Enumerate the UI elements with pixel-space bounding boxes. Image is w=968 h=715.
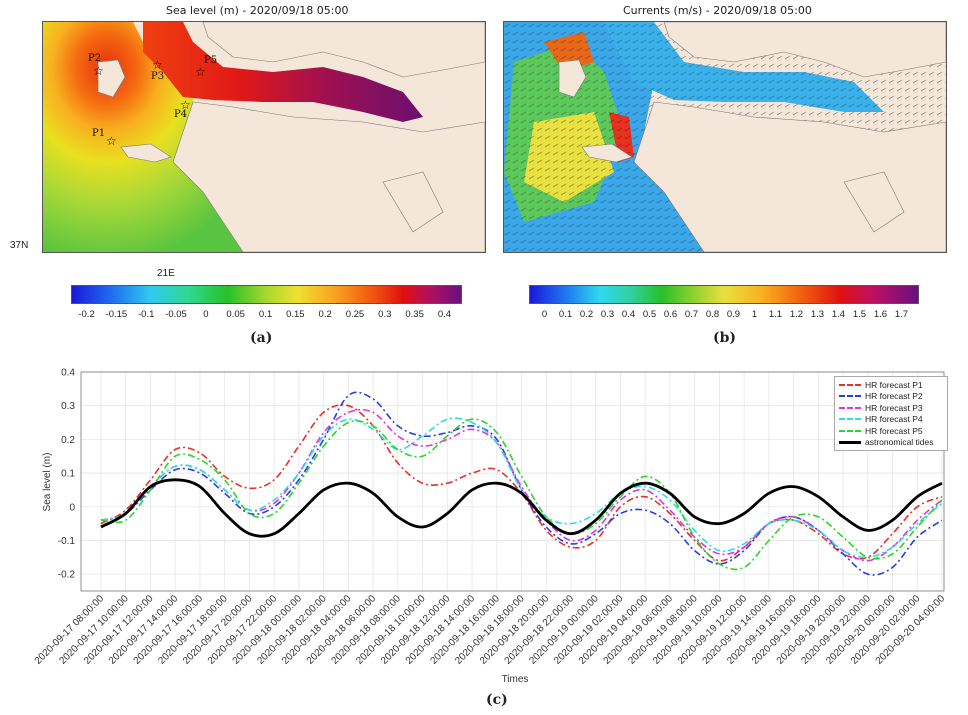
sea-level-colorbar-tick: -0.2	[78, 309, 95, 320]
svg-text:☆: ☆	[180, 98, 191, 112]
y-tick-label: 0.2	[61, 435, 75, 446]
series-lines	[100, 391, 943, 576]
currents-colorbar-tick: 0.7	[684, 309, 699, 320]
legend-label: HR forecast P5	[865, 425, 923, 436]
currents-colorbar-tick: 0.4	[621, 309, 636, 320]
y-tick-label: 0.4	[61, 368, 75, 379]
sea-level-colorbar-tick: 0.3	[378, 309, 392, 320]
legend-label: astronomical tides	[865, 437, 934, 448]
legend-entry: astronomical tides	[839, 437, 943, 449]
y-tick-label: 0.3	[61, 401, 75, 412]
currents-colorbar-tick: 1.5	[852, 309, 867, 320]
sea-level-map: P2 ☆ P3 ☆ P5 ☆ P4 ☆ P1 ☆	[42, 21, 486, 253]
legend-entry: HR forecast P2	[839, 391, 943, 403]
station-p4: P4 ☆	[174, 98, 191, 120]
legend-entry: HR forecast P3	[839, 402, 943, 414]
panel-c-label: (c)	[486, 692, 508, 708]
y-axis-label: Sea level (m)	[42, 453, 53, 512]
sea-level-colorbar-tick: 0.35	[405, 309, 424, 320]
y-tick-label: -0.2	[58, 570, 76, 581]
panel-a-label: (a)	[250, 330, 273, 346]
panel-a-title: Sea level (m) - 2020/09/18 05:00	[166, 4, 349, 17]
legend-swatch	[839, 383, 861, 386]
sea-level-colorbar-tick: 0.25	[345, 309, 365, 320]
y-tick-labels: 0.4 0.3 0.2 0.1 0 -0.1 -0.2	[58, 368, 76, 581]
svg-text:P5: P5	[204, 55, 217, 66]
lat-label-37n: 37N	[10, 240, 29, 251]
currents-colorbar-tick: 1.4	[831, 309, 846, 320]
series-line-astronomical-tides	[100, 478, 943, 538]
sea-level-colorbar	[71, 285, 462, 304]
station-p2: P2 ☆	[88, 53, 104, 78]
legend-label: HR forecast P4	[865, 414, 923, 425]
svg-text:P2: P2	[88, 53, 101, 64]
chart-legend: HR forecast P1 HR forecast P2 HR forecast …	[834, 376, 948, 451]
sea-level-colorbar-tick: 0.1	[258, 309, 273, 320]
legend-label: HR forecast P3	[865, 402, 923, 413]
svg-text:☆: ☆	[195, 65, 206, 79]
series-line-hr-forecast-p5	[100, 418, 943, 571]
sea-level-colorbar-tick: 0	[203, 309, 209, 320]
sea-level-colorbar-tick: 0.05	[226, 309, 245, 320]
sea-level-colorbar-tick: -0.15	[105, 309, 128, 320]
currents-colorbar	[529, 285, 919, 304]
legend-entry: HR forecast P1	[839, 379, 943, 391]
currents-colorbar-tick: 0.2	[579, 309, 594, 320]
station-p5: P5 ☆	[195, 55, 217, 79]
lon-label-21e: 21E	[157, 268, 175, 279]
currents-colorbar-tick: 1.3	[810, 309, 825, 320]
sea-level-colorbar-tick: -0.1	[138, 309, 155, 320]
legend-label: HR forecast P2	[865, 391, 923, 402]
svg-text:☆: ☆	[152, 58, 163, 72]
svg-text:☆: ☆	[93, 64, 104, 78]
svg-text:☆: ☆	[106, 134, 117, 148]
sea-level-colorbar-tick: 0.15	[286, 309, 305, 320]
currents-colorbar-tick: 0	[541, 309, 548, 320]
currents-colorbar-tick: 1.1	[768, 309, 783, 320]
currents-colorbar-tick: 0.6	[663, 309, 678, 320]
currents-colorbar-tick: 0.3	[600, 309, 615, 320]
currents-colorbar-tick: 0.5	[642, 309, 657, 320]
sea-level-map-svg: P2 ☆ P3 ☆ P5 ☆ P4 ☆ P1 ☆	[43, 22, 485, 252]
currents-colorbar-tick: 0.1	[558, 309, 573, 320]
legend-swatch	[839, 429, 861, 432]
legend-swatch	[839, 418, 861, 421]
legend-label: HR forecast P1	[865, 379, 923, 390]
currents-colorbar-tick: 1.7	[894, 309, 909, 320]
sea-level-timeseries-chart: 0.4 0.3 0.2 0.1 0 -0.1 -0.2 2020-09-17 08:00:0…	[33, 368, 948, 686]
legend-entry: HR forecast P4	[839, 414, 943, 426]
plot-area-frame	[80, 371, 945, 592]
currents-colorbar-tick: 0.8	[705, 309, 720, 320]
y-tick-label: 0	[69, 502, 75, 513]
svg-text:P3: P3	[151, 71, 164, 82]
currents-colorbar-tick: 1.2	[789, 309, 804, 320]
x-axis-label: Times	[502, 674, 529, 685]
sea-level-colorbar-tick: 0.2	[318, 309, 332, 320]
currents-map-svg	[504, 22, 946, 252]
legend-swatch	[839, 406, 861, 409]
panel-b-title: Currents (m/s) - 2020/09/18 05:00	[623, 4, 812, 17]
svg-text:P1: P1	[92, 128, 105, 139]
currents-colorbar-tick: 1	[751, 309, 758, 320]
legend-entry: HR forecast P5	[839, 425, 943, 437]
station-p1: P1 ☆	[92, 128, 117, 148]
legend-swatch	[839, 395, 861, 398]
sea-level-colorbar-tick: -0.05	[165, 309, 187, 320]
sea-level-colorbar-tick: 0.4	[437, 309, 452, 320]
currents-colorbar-tick: 1.6	[873, 309, 888, 320]
currents-map	[503, 21, 947, 253]
y-tick-label: -0.1	[58, 536, 76, 547]
currents-colorbar-tick: 0.9	[726, 309, 741, 320]
panel-b-label: (b)	[713, 330, 737, 346]
y-tick-label: 0.1	[61, 469, 75, 480]
station-p3: P3 ☆	[151, 58, 164, 82]
svg-text:P4: P4	[174, 109, 187, 120]
series-line-hr-forecast-p1	[100, 404, 943, 562]
legend-swatch	[839, 440, 861, 444]
